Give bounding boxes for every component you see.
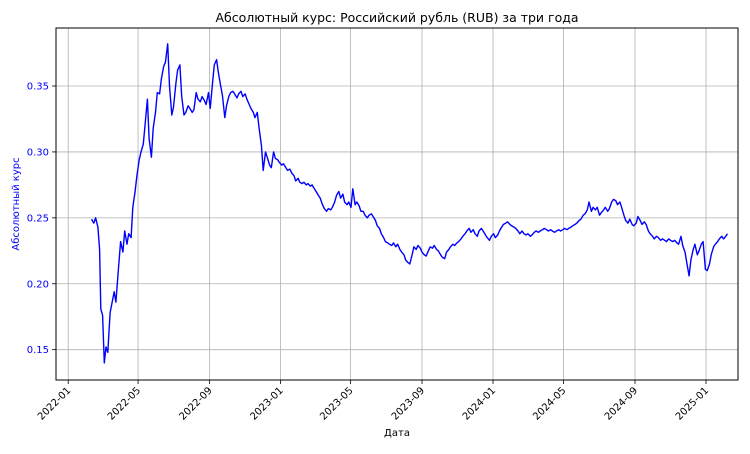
y-tick-label: 0.20 (27, 279, 49, 290)
y-axis-ticks: 0.15 0.20 0.25 0.30 0.35 (27, 82, 56, 356)
series-line-rub (90, 43, 729, 364)
y-tick-label: 0.25 (27, 213, 49, 224)
y-axis-label: Абсолютный курс (11, 157, 22, 250)
y-tick-label: 0.35 (27, 82, 49, 93)
x-axis-label: Дата (384, 428, 410, 439)
y-tick-label: 0.15 (27, 345, 49, 356)
chart-title: Абсолютный курс: Российский рубль (RUB) … (215, 10, 578, 25)
y-tick-label: 0.30 (27, 147, 49, 158)
axes-frame (55, 27, 739, 381)
series-layer (90, 43, 729, 364)
